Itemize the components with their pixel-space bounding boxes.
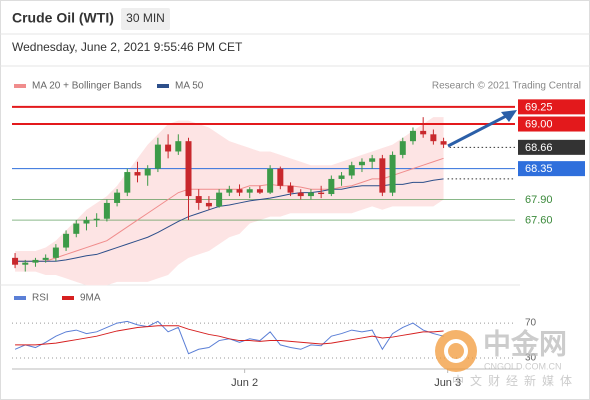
plot: 69.25 69.00 68.66 68.35 67.90 67.60 MA 20 + Bo… [12, 81, 585, 389]
y-tick-label: 30 [525, 353, 537, 364]
legend-label: RSI [32, 293, 49, 304]
candle-body [420, 130, 427, 135]
level-label: 69.00 [525, 118, 553, 130]
level-label: 68.66 [525, 142, 553, 154]
candle-body [63, 233, 70, 248]
candle-body [93, 218, 100, 221]
candle-body [369, 158, 376, 162]
rsi-line [15, 325, 444, 346]
candle-body [144, 168, 151, 176]
legend-swatch [62, 296, 74, 300]
logo [444, 339, 468, 363]
credit: Research © 2021 Trading Central [432, 81, 581, 92]
arrow [447, 112, 511, 148]
candle-body [287, 185, 294, 193]
timeframe: 30 MIN [126, 11, 165, 25]
candle-body [267, 168, 274, 193]
candle-body [328, 178, 335, 195]
candle-body [216, 192, 223, 207]
candle-body [256, 189, 263, 193]
candle-body [348, 165, 355, 176]
level-box [518, 116, 585, 132]
level-label: 67.60 [525, 215, 553, 227]
legend-label: 9MA [80, 293, 101, 304]
candle-body [22, 262, 29, 265]
title: Crude Oil (WTI) [12, 10, 114, 26]
level-box [518, 161, 585, 177]
level-label: 68.35 [525, 163, 553, 175]
candle-body [338, 175, 345, 179]
candle-body [318, 192, 325, 195]
candle-body [277, 168, 284, 186]
candle-body [32, 259, 39, 263]
candle-body [399, 141, 406, 155]
candle-body [52, 247, 59, 258]
candle-body [165, 144, 172, 152]
candle-body [205, 202, 212, 207]
candle-body [124, 172, 131, 193]
candle-body [440, 141, 447, 145]
moving-average [15, 178, 444, 262]
candle-body [297, 192, 304, 197]
candle-body [358, 161, 365, 166]
date: Wednesday, June 2, 2021 9:55:46 PM CET [12, 40, 243, 54]
watermark-domain: CNGOLD.COM.CN [484, 361, 562, 371]
y-tick-label: 70 [525, 318, 537, 329]
candle-body [73, 223, 80, 234]
candle-body [409, 130, 416, 142]
candle-body [134, 172, 141, 176]
candle-body [175, 141, 182, 152]
arrow-head [501, 110, 517, 122]
watermark: 中金网 CNGOLD.COM.CN 中文财经新媒体 [435, 327, 578, 388]
candle-body [114, 192, 121, 203]
candle-body [430, 134, 437, 142]
candle-body [103, 202, 110, 219]
level-label: 67.90 [525, 194, 553, 206]
candle-body [195, 196, 202, 203]
legend-swatch [157, 84, 169, 88]
candle-body [42, 257, 49, 260]
timeframe-box [121, 8, 170, 30]
candle-body [226, 189, 233, 193]
candle-body [246, 189, 253, 193]
candle-body [12, 257, 19, 265]
legend-swatch [14, 84, 26, 88]
candle-body [236, 189, 243, 193]
x-tick-label: Jun 2 [231, 377, 258, 389]
level-box [518, 99, 585, 115]
legend-swatch [14, 296, 26, 300]
watermark-name: 中金网 [483, 327, 567, 359]
candle-body [83, 220, 90, 224]
watermark-tagline: 中文财经新媒体 [452, 373, 578, 388]
candle-body [389, 154, 396, 193]
level-box [518, 139, 585, 155]
bollinger-band [15, 117, 444, 286]
legend-label: MA 20 + Bollinger Bands [32, 81, 142, 92]
legend-label: MA 50 [175, 81, 204, 92]
logo [435, 330, 477, 372]
level-label: 69.25 [525, 101, 553, 113]
candle-body [379, 158, 386, 193]
x-tick-label: Jun 3 [434, 377, 461, 389]
candle-body [154, 144, 161, 169]
candle-body [185, 141, 192, 197]
candle-body [307, 192, 314, 197]
